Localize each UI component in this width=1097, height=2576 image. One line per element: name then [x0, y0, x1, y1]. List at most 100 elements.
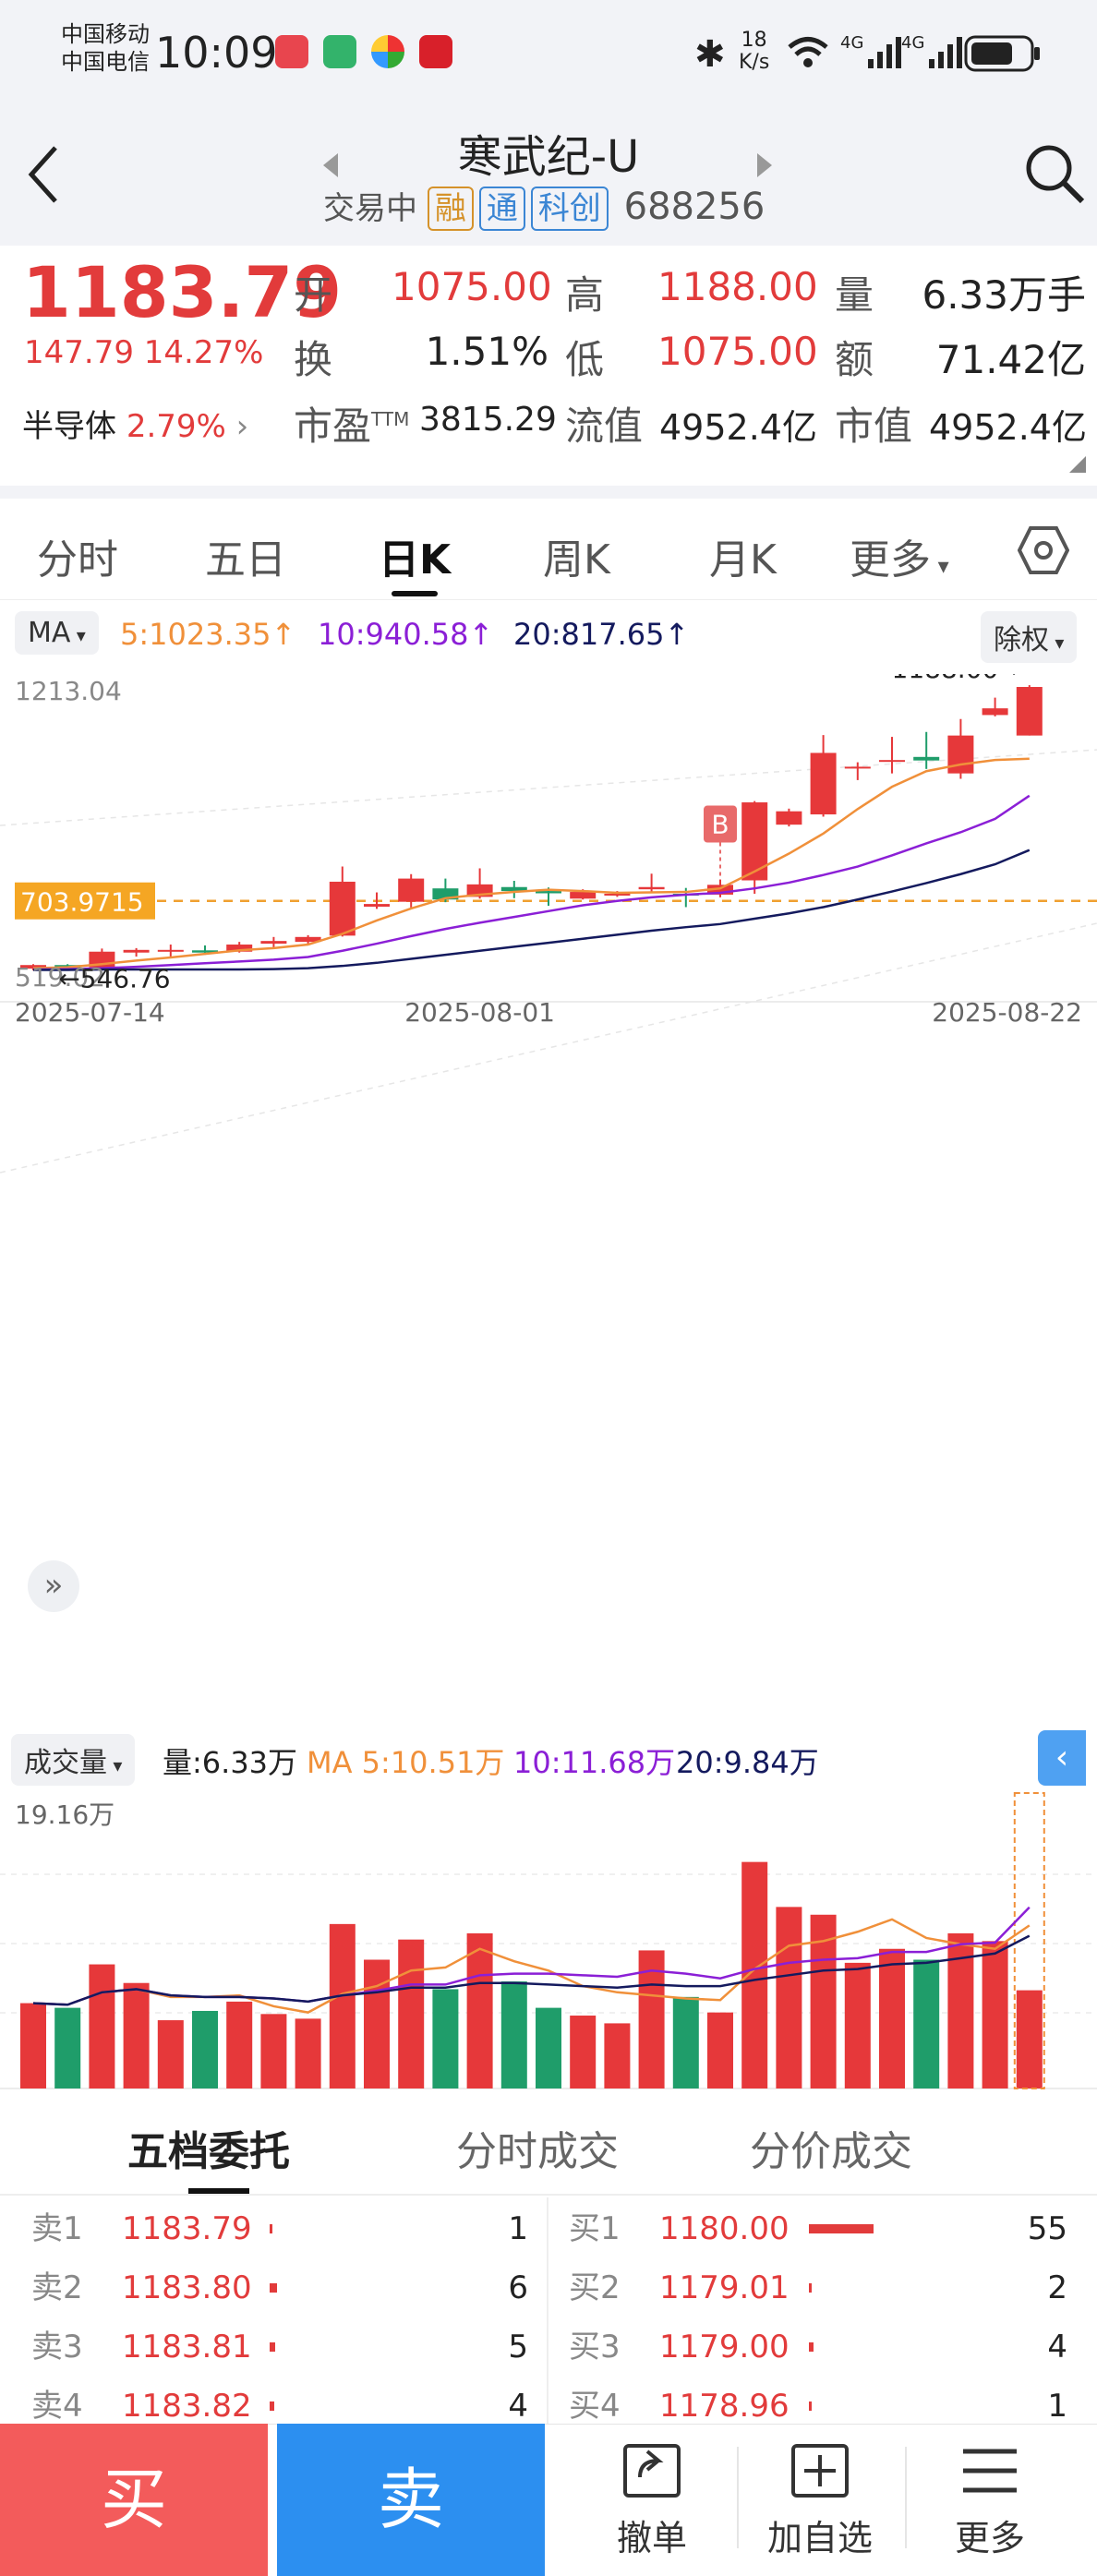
more-button[interactable]: 更多 — [907, 2424, 1073, 2576]
ma-selector[interactable]: MA ▾ — [15, 611, 99, 655]
connect-tag: 通 — [478, 187, 525, 231]
buy-button[interactable]: 买 — [0, 2424, 268, 2576]
candle-body — [982, 708, 1008, 716]
level-price: 1179.00 — [659, 2329, 790, 2365]
order-book-row[interactable]: 卖4 1183.82 4 — [31, 2377, 548, 2436]
sell-button[interactable]: 卖 — [277, 2424, 545, 2576]
grid-line — [0, 922, 1097, 1174]
tab-more[interactable]: 更多 ▾ — [850, 536, 949, 584]
candle-body — [776, 811, 802, 825]
cancel-order-button[interactable]: 撤单 — [569, 2424, 735, 2576]
mkt-cap-label: 市值 — [835, 403, 913, 449]
candle-body — [295, 936, 321, 943]
low-marker: ←546.76 — [58, 964, 170, 994]
active-tab-indicator — [188, 2188, 249, 2194]
date-label-end: 2025-08-22 — [932, 997, 1082, 1028]
reference-label: 703.9715 — [20, 887, 144, 918]
level-price: 1183.81 — [122, 2329, 252, 2365]
candle-body — [329, 881, 356, 936]
chart-labels: 1213.04 519.02 1188.00→ ←546.76 703.9715 B » 20… — [15, 674, 1082, 1612]
level-depth-bar — [809, 2224, 874, 2233]
ma-indicator-row: MA ▾ 5:1023.35↑ 10:940.58↑ 20:817.65↑ 除权… — [0, 600, 1097, 674]
candlestick-chart[interactable]: 1213.04 519.02 1188.00→ ←546.76 703.9715 B » 20… — [0, 674, 1097, 1727]
ma20-line — [33, 849, 1031, 971]
tab-weekly-k[interactable]: 周K — [543, 536, 610, 584]
next-stock-icon[interactable] — [755, 151, 774, 179]
level-depth-bar — [809, 2342, 814, 2352]
volume-bar — [260, 2014, 287, 2088]
volume-chart[interactable] — [0, 1727, 1097, 2096]
amount-value: 71.42亿 — [935, 337, 1086, 382]
order-book-row[interactable]: 买4 1178.96 1 — [569, 2377, 1086, 2436]
level-label: 卖1 — [31, 2210, 83, 2247]
order-book-row[interactable]: 卖1 1183.79 1 — [31, 2199, 548, 2258]
level-depth-bar — [809, 2401, 812, 2411]
divider — [905, 2447, 907, 2548]
level-label: 买2 — [569, 2269, 621, 2306]
order-book-row[interactable]: 买1 1180.00 55 — [569, 2199, 1086, 2258]
level-quantity: 4 — [1047, 2329, 1067, 2365]
ma10-value: 10:940.58↑ — [318, 617, 494, 652]
prev-stock-icon[interactable] — [321, 151, 340, 179]
ma-lines — [32, 757, 1031, 971]
tab-five-levels[interactable]: 五档委托 — [127, 2128, 290, 2175]
sector-change: 2.79% — [126, 408, 226, 445]
volume-bar — [776, 1907, 802, 2088]
level-quantity: 55 — [1027, 2210, 1067, 2247]
level-price: 1183.79 — [122, 2210, 252, 2247]
volume-ma10: 10:11.68万 — [513, 1745, 676, 1780]
bluetooth-icon: ✱ — [694, 33, 726, 76]
cancel-order-label: 撤单 — [616, 2518, 687, 2558]
candle-body — [226, 945, 253, 952]
amount-label: 额 — [835, 337, 874, 382]
wifi-icon — [788, 37, 828, 67]
level-quantity: 1 — [508, 2210, 528, 2247]
add-watchlist-button[interactable]: 加自选 — [737, 2424, 903, 2576]
adjust-selector[interactable]: 除权 ▾ — [981, 611, 1078, 663]
volume-bar — [54, 2007, 81, 2088]
expand-left-icon-bg — [28, 1560, 79, 1612]
sector-link[interactable]: 半导体 2.79% › — [22, 401, 248, 446]
svg-text:4G: 4G — [901, 33, 924, 53]
candle-body — [1016, 687, 1043, 736]
chart-grid — [0, 749, 1097, 1174]
turnover-value: 1.51% — [425, 329, 548, 374]
volume-bar — [364, 1959, 390, 2088]
candle-body — [741, 802, 768, 881]
order-book-row[interactable]: 卖2 1183.80 6 — [31, 2258, 548, 2317]
level-depth-bar — [809, 2283, 812, 2293]
volume-selector[interactable]: 成交量 ▾ — [11, 1734, 136, 1786]
grid-line — [0, 749, 1097, 826]
cancel-order-icon — [623, 2444, 681, 2498]
level-quantity: 2 — [1047, 2269, 1067, 2306]
tab-intraday[interactable]: 分时 — [37, 536, 118, 584]
high-label: 高 — [565, 272, 605, 318]
battery-icon — [964, 35, 1040, 72]
ma5-line — [32, 757, 1030, 969]
level-quantity: 1 — [1047, 2388, 1067, 2425]
separator — [0, 486, 1097, 499]
order-book-row[interactable]: 卖3 1183.81 5 — [31, 2317, 548, 2377]
tab-price-trades[interactable]: 分价成交 — [750, 2128, 912, 2175]
candle-body — [947, 735, 974, 774]
volume-bar — [570, 2016, 597, 2088]
order-book-row[interactable]: 买2 1179.01 2 — [569, 2258, 1086, 2317]
collapse-panel-icon[interactable]: ‹ — [1038, 1730, 1086, 1786]
settings-icon[interactable] — [1018, 524, 1069, 576]
expand-corner-icon[interactable] — [1067, 454, 1088, 475]
candle-body — [500, 886, 527, 892]
tab-five-day[interactable]: 五日 — [205, 536, 286, 584]
chevron-right-icon: › — [235, 408, 249, 445]
ma5-value: 5:1023.35↑ — [120, 617, 296, 652]
back-icon[interactable] — [22, 142, 63, 207]
tab-monthly-k[interactable]: 月K — [709, 536, 777, 584]
stock-title: 寒武纪-U — [457, 131, 640, 183]
tab-time-trades[interactable]: 分时成交 — [456, 2128, 619, 2175]
level-label: 卖2 — [31, 2269, 83, 2306]
volume-bar — [879, 1948, 905, 2088]
order-book-row[interactable]: 买3 1179.00 4 — [569, 2317, 1086, 2377]
candle-body — [879, 760, 905, 763]
tab-daily-k[interactable]: 日K — [379, 536, 452, 584]
search-icon[interactable] — [1023, 142, 1088, 207]
volume-bar — [295, 2018, 321, 2088]
